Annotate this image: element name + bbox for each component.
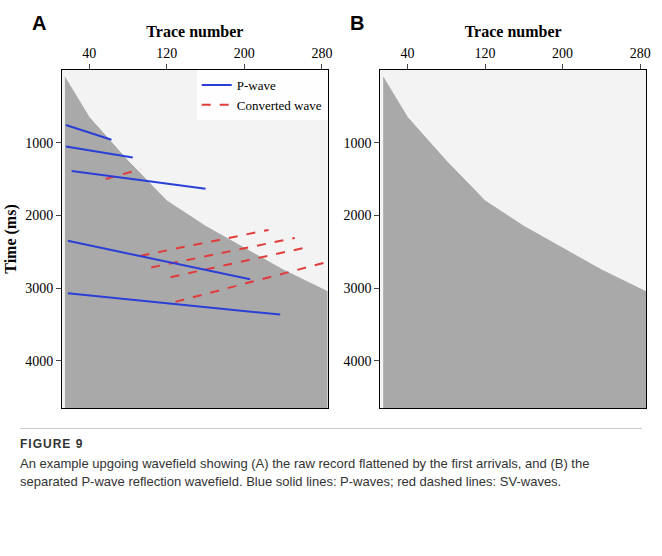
svg-text:P-wave: P-wave — [237, 78, 276, 93]
svg-text:A: A — [32, 12, 46, 34]
svg-text:1000: 1000 — [343, 136, 371, 151]
svg-text:2000: 2000 — [343, 208, 371, 223]
svg-text:Trace number: Trace number — [465, 23, 562, 40]
svg-text:200: 200 — [234, 46, 255, 61]
svg-text:200: 200 — [552, 46, 573, 61]
svg-text:280: 280 — [630, 46, 651, 61]
svg-text:120: 120 — [156, 46, 177, 61]
svg-text:3000: 3000 — [25, 281, 53, 296]
svg-text:1000: 1000 — [25, 136, 53, 151]
svg-text:3000: 3000 — [343, 281, 371, 296]
svg-text:2000: 2000 — [25, 208, 53, 223]
svg-text:B: B — [350, 12, 364, 34]
svg-text:Converted wave: Converted wave — [237, 98, 322, 113]
svg-text:Trace number: Trace number — [146, 23, 243, 40]
html-text:An example upgoing wavefield s: An example upgoing wavefield showing (A)… — [20, 456, 590, 489]
svg-text:40: 40 — [400, 46, 414, 61]
svg-text:4000: 4000 — [25, 354, 53, 369]
svg-text:40: 40 — [82, 46, 96, 61]
svg-text:280: 280 — [311, 46, 332, 61]
svg-text:120: 120 — [475, 46, 496, 61]
html-text:FIGURE 9: FIGURE 9 — [20, 437, 84, 451]
svg-text:Time (ms): Time (ms) — [2, 204, 20, 273]
svg-text:4000: 4000 — [343, 354, 371, 369]
